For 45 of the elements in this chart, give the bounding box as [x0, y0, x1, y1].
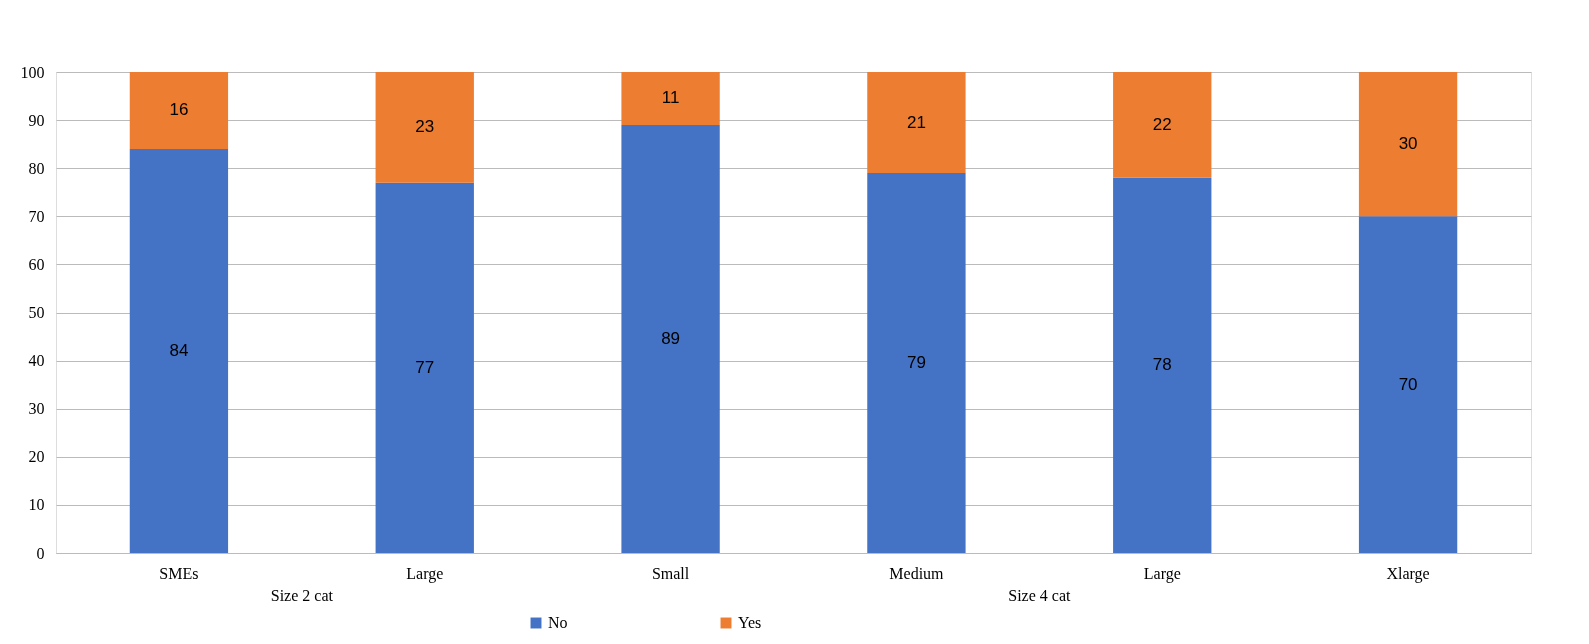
data-label: 89	[661, 328, 681, 348]
bar	[375, 182, 474, 553]
y-tick-label: 90	[28, 111, 45, 129]
y-tick-label: 60	[28, 255, 45, 273]
bar	[867, 72, 966, 174]
y-tick-label: 40	[28, 352, 45, 370]
y-tick-label: 20	[28, 448, 45, 466]
y-tick-label: 10	[28, 496, 45, 514]
bar	[1113, 177, 1212, 553]
x-tick-label: Medium	[889, 564, 945, 582]
bar	[1358, 72, 1458, 217]
y-tick-label: 0	[36, 544, 45, 562]
y-tick-label: 30	[28, 400, 45, 418]
bar	[129, 148, 229, 553]
data-label: 30	[1398, 134, 1418, 154]
bar	[1113, 72, 1212, 178]
bar	[1358, 216, 1458, 553]
data-label: 78	[1152, 355, 1172, 375]
data-label: 79	[906, 353, 926, 373]
x-tick-label: Small	[651, 564, 690, 582]
x-tick-label: Large	[1143, 564, 1181, 583]
x-tick-label: Large	[406, 564, 444, 583]
bar	[621, 124, 720, 553]
legend-label: No	[548, 614, 568, 631]
text: Size 4 cat	[1008, 587, 1071, 604]
y-tick-label: 80	[28, 159, 45, 177]
data-label: 11	[661, 88, 680, 108]
data-label: 23	[415, 117, 435, 137]
y-tick-label: 100	[20, 63, 45, 81]
y-tick-label: 50	[28, 304, 45, 321]
data-label: 70	[1398, 374, 1418, 394]
x-tick-label: SMEs	[159, 564, 199, 582]
text: Size 2 cat	[270, 587, 334, 604]
data-label: 16	[169, 100, 189, 120]
data-label: 21	[906, 112, 926, 132]
bar	[867, 173, 966, 553]
bar	[375, 72, 474, 183]
data-label: 22	[1152, 114, 1172, 134]
data-label: 77	[415, 357, 435, 377]
legend-label: Yes	[738, 614, 762, 631]
data-label: 84	[169, 340, 189, 360]
bar	[621, 72, 720, 125]
x-tick-label: Xlarge	[1386, 564, 1430, 583]
bar	[129, 72, 229, 149]
y-tick-label: 70	[28, 207, 45, 225]
